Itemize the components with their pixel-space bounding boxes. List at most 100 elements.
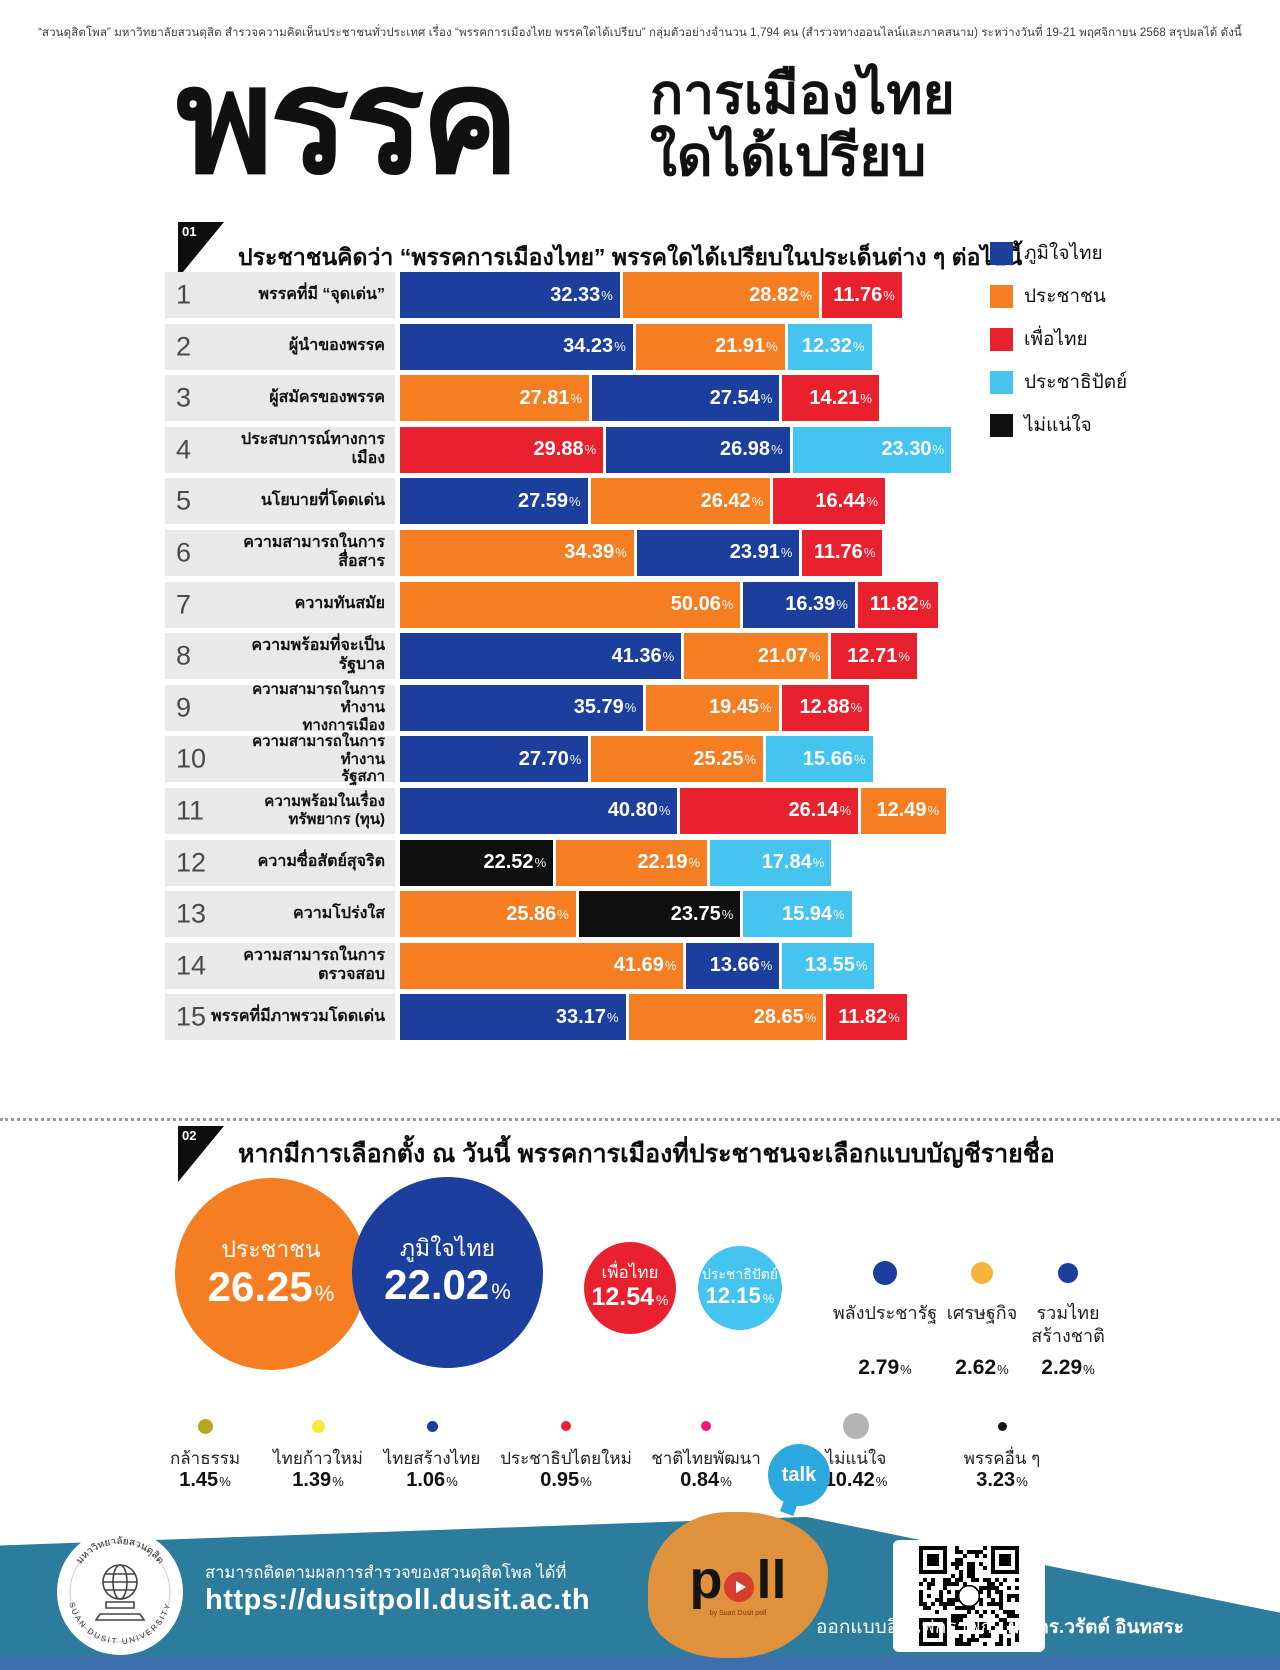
value-number: 3.23 [976, 1469, 1016, 1492]
legend-label: ภูมิใจไทย [1024, 243, 1103, 264]
legend-item: ภูมิใจไทย [990, 238, 1127, 268]
category-label: ความทันสมัย [294, 595, 385, 613]
segment-value: 15.94 [782, 902, 833, 925]
percent-sign: % [584, 442, 597, 458]
percent-sign: % [751, 493, 764, 509]
bar-segment-bjt: 40.80% [400, 787, 678, 834]
category-box: ความสามารถในการทำงาน รัฐสภา [165, 733, 395, 785]
percent-sign: % [615, 545, 627, 561]
category-label: ความซื่อสัตย์สุจริต [257, 853, 385, 871]
bar-segment-pp: 28.82% [622, 272, 819, 318]
bar-segment-pp: 12.49% [861, 787, 947, 834]
table-row: ความสามารถในการตรวจสอบ 14 41.69% 13.66% 13.5… [165, 942, 1205, 989]
percent-sign: % [569, 493, 581, 509]
category-box: ความทันสมัย [165, 581, 395, 628]
bar-segment-pp: 22.19% [556, 839, 708, 886]
party-value: 2.29% [1041, 1356, 1094, 1380]
bar-segment-dem: 23.30% [792, 426, 952, 473]
bar-segment-unsure: 22.52% [400, 839, 554, 886]
percent-sign: % [580, 1474, 592, 1490]
survey-note: “สวนดุสิตโพล” มหาวิทยาลัยสวนดุสิต สำรวจค… [38, 27, 1242, 39]
bar-segment-pp: 34.39% [400, 529, 634, 576]
bar-segment-pp: 25.86% [400, 891, 576, 938]
bar-segment-pt: 11.82% [857, 581, 939, 628]
party-dot [311, 1419, 325, 1433]
value-number: 1.39 [292, 1469, 332, 1492]
percent-sign: % [721, 906, 734, 922]
bar-segment-bjt: 27.70% [400, 736, 589, 783]
percent-sign: % [900, 1362, 912, 1377]
segment-value: 41.36 [611, 644, 662, 667]
segment-value: 28.65 [753, 1005, 804, 1028]
percent-sign: % [688, 855, 701, 871]
percent-sign: % [898, 648, 910, 664]
legend-item: ไม่แน่ใจ [990, 410, 1127, 440]
category-box: พรรคที่มีภาพรวมโดดเด่น [165, 994, 395, 1041]
segment-value: 23.30 [881, 438, 932, 461]
bubble-value: 12.54% [591, 1283, 668, 1312]
bar-segments: 50.06% 16.39% 11.82% [400, 581, 939, 628]
segment-value: 23.75 [670, 902, 721, 925]
party-dot-wrap [561, 1410, 571, 1442]
segment-value: 25.25 [693, 747, 744, 770]
party-dot [701, 1421, 711, 1431]
bar-segment-unsure: 23.75% [578, 891, 741, 938]
value-number: 0.95 [540, 1469, 580, 1492]
percent-sign: % [570, 390, 583, 406]
category-box: ความพร้อมที่จะเป็นรัฐบาล [165, 633, 395, 680]
legend-label: ประชาธิปัตย์ [1024, 372, 1128, 393]
party-label: ชาติไทยพัฒนา [651, 1449, 761, 1468]
percent-sign: % [780, 545, 793, 561]
segment-value: 41.69 [613, 954, 664, 977]
bar-segment-bjt: 26.98% [606, 426, 790, 473]
segment-value: 22.52 [483, 851, 534, 874]
percent-sign: % [997, 1362, 1009, 1377]
value-number: 1.06 [406, 1469, 446, 1492]
percent-sign: % [1016, 1474, 1028, 1490]
category-label: ความพร้อมที่จะเป็นรัฐบาล [251, 637, 385, 674]
page-title-line1: การเมืองไทย [650, 63, 955, 125]
party-dot [873, 1261, 897, 1285]
percent-sign: % [1083, 1362, 1095, 1377]
segment-value: 12.49 [876, 799, 927, 822]
percent-sign: % [662, 648, 675, 664]
bar-segment-pt: 12.71% [830, 633, 917, 680]
segment-value: 14.21 [809, 386, 860, 409]
party-dot [561, 1421, 571, 1431]
percent-sign: % [808, 648, 821, 664]
row-number: 3 [176, 382, 192, 413]
follow-text: สามารถติดตามผลการสำรวจของสวนดุสิตโพล ได้… [205, 1564, 567, 1582]
row-number: 13 [176, 898, 207, 929]
section1-number: 01 [182, 224, 197, 239]
party-label: ไทยก้าวใหม่ [273, 1449, 363, 1468]
bubble-value: 26.25% [208, 1263, 335, 1311]
percent-sign: % [863, 545, 876, 561]
party-value: 3.23% [976, 1469, 1028, 1492]
row-number: 6 [176, 537, 192, 568]
party-dot [426, 1420, 438, 1432]
party-value: 1.39% [292, 1469, 344, 1492]
value-number: 2.62 [955, 1356, 997, 1379]
legend: ภูมิใจไทย ประชาชน เพื่อไทย ประชาธิปัตย์ ไม่แ… [990, 238, 1127, 453]
bar-segment-bjt: 33.17% [400, 994, 626, 1041]
party-dot [843, 1413, 869, 1439]
segment-value: 25.86 [506, 902, 557, 925]
party-label: พลังประชารัฐ [832, 1303, 938, 1323]
value-number: 12.15 [705, 1282, 761, 1308]
bar-segment-bjt: 16.39% [743, 581, 855, 628]
monitor-globe-icon [94, 1564, 146, 1621]
segment-value: 35.79 [573, 696, 624, 719]
bar-segments: 22.52% 22.19% 17.84% [400, 839, 832, 886]
segment-value: 50.06 [670, 593, 721, 616]
table-row: ความสามารถในการทำงาน ทางการเมือง 9 35.79% 1… [165, 681, 1205, 734]
mid-party-item: รวมไทย สร้างชาติ 2.29% [1008, 1256, 1128, 1380]
category-box: ความสามารถในการสื่อสาร [165, 529, 395, 576]
poll-logo-subtext: by Suan Dusit poll [709, 1610, 767, 1617]
mid-party-item: เศรษฐกิจ 2.62% [922, 1256, 1042, 1380]
page-title-big: พรรค [176, 39, 520, 204]
value-number: 2.79 [858, 1356, 900, 1379]
percent-sign: % [839, 803, 852, 819]
credit-name: ผศ.ดร.วรัตต์ อินทสระ [1007, 1617, 1184, 1638]
table-row: ผู้สมัครของพรรค 3 27.81% 27.54% 14.21% [165, 375, 1205, 422]
segment-value: 11.82 [869, 593, 919, 616]
